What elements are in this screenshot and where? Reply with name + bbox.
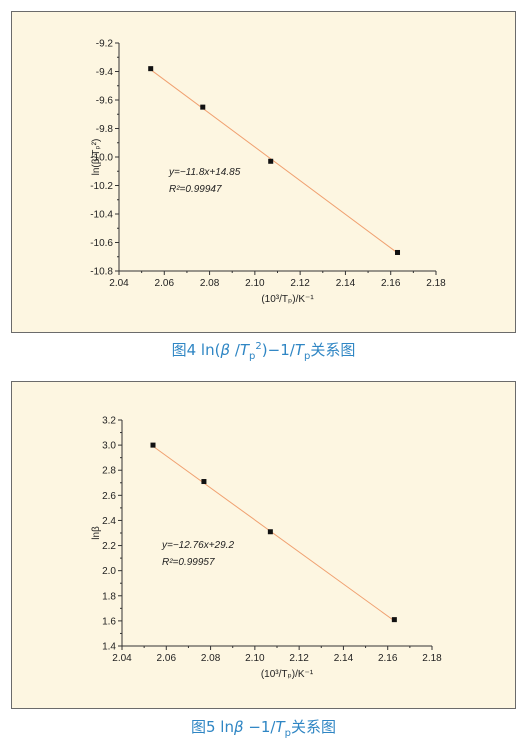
x-tick-label: 2.10 — [245, 278, 265, 289]
y-tick-label: 3.2 — [102, 416, 116, 427]
y-tick-label: -10.2 — [90, 181, 113, 192]
x-tick-label: 2.04 — [109, 278, 129, 289]
x-tick-label: 2.14 — [336, 278, 356, 289]
figure-4-caption: 图4 ln(β /Tp2)−1/Tp关系图 — [0, 339, 527, 362]
x-tick-label: 2.04 — [112, 653, 132, 664]
x-tick-label: 2.06 — [157, 653, 177, 664]
caption5-sub: p — [284, 728, 292, 739]
caption5-rest: −1/ — [243, 718, 276, 736]
x-tick-label: 2.14 — [334, 653, 354, 664]
x-tick-label: 2.10 — [245, 653, 265, 664]
y-tick-label: -9.6 — [96, 96, 114, 107]
fit-line — [152, 445, 395, 622]
y-tick-label: -10.0 — [90, 153, 113, 164]
x-axis-label: (10³/Tₚ)/K⁻¹ — [261, 669, 314, 680]
y-tick-label: -9.4 — [96, 67, 114, 78]
caption4-t2: T — [294, 341, 304, 359]
data-point — [148, 66, 154, 72]
caption4-sub: p — [249, 351, 256, 362]
chart1-svg: 2.04 2.06 2.08 2.10 2.12 2.14 2.16 2.18 -9.2 -9.4… — [90, 39, 446, 306]
x-tick-label: 2.12 — [290, 278, 310, 289]
fit-line — [150, 69, 398, 254]
x-tick-label: 2.16 — [378, 653, 398, 664]
y-tick-label: 2.4 — [102, 516, 116, 527]
x-tick-label: 2.06 — [155, 278, 175, 289]
y-tick-label: 1.6 — [102, 616, 116, 627]
y-tick-label: 1.4 — [102, 642, 116, 653]
r-squared-label: R²=0.99947 — [169, 184, 222, 195]
x-tick-label: 2.16 — [381, 278, 401, 289]
caption4-sup: 2 — [255, 341, 262, 352]
y-tick-label: 2.0 — [102, 566, 116, 577]
y-tick-label: 1.8 — [102, 591, 116, 602]
caption4-prefix: 图4 ln( — [171, 341, 221, 359]
caption4-beta: β — [220, 341, 231, 359]
data-point — [391, 617, 397, 623]
y-tick-label: -9.8 — [96, 124, 114, 135]
data-point — [150, 442, 156, 448]
x-tick-label: 2.08 — [201, 653, 221, 664]
data-point — [267, 529, 273, 535]
y-tick-label: -10.4 — [90, 210, 113, 221]
y-tick-label: -9.2 — [96, 39, 114, 50]
caption4-t: T — [239, 341, 250, 359]
y-axis-label: ln(β/Tₚ²) — [91, 139, 102, 176]
caption5-t: T — [275, 718, 285, 736]
y-tick-label: 2.8 — [102, 466, 116, 477]
data-point — [268, 158, 274, 164]
data-point — [200, 104, 206, 110]
y-tick-label: -10.8 — [90, 267, 113, 278]
chart2-svg: 2.04 2.06 2.08 2.10 2.12 2.14 2.16 2.18 3.2 3.0 2.… — [91, 416, 442, 681]
caption4-sub2: p — [303, 351, 311, 362]
x-tick-label: 2.08 — [200, 278, 220, 289]
caption4-slash: / — [230, 341, 240, 359]
y-axis-label: lnβ — [91, 526, 102, 540]
figure-5-caption: 图5 lnβ −1/Tp关系图 — [0, 716, 527, 739]
x-tick-label: 2.18 — [422, 653, 442, 664]
caption5-tail: 关系图 — [291, 718, 337, 736]
y-tick-label: -10.6 — [90, 238, 113, 249]
chart-panel-1: 2.04 2.06 2.08 2.10 2.12 2.14 2.16 2.18 -9.2 -9.4… — [11, 11, 516, 333]
x-axis-label: (10³/Tₚ)/K⁻¹ — [261, 294, 314, 305]
r-squared-label: R²=0.99957 — [162, 557, 215, 568]
data-point — [201, 479, 207, 485]
caption5-beta: β — [233, 718, 244, 736]
caption4-tail: 关系图 — [310, 341, 356, 359]
fit-equation-label: y=−11.8x+14.85 — [168, 167, 241, 178]
y-tick-label: 2.2 — [102, 541, 116, 552]
x-tick-label: 2.18 — [426, 278, 446, 289]
data-point — [395, 249, 401, 255]
fit-equation-label: y=−12.76x+29.2 — [161, 540, 234, 551]
chart-panel-2: 2.04 2.06 2.08 2.10 2.12 2.14 2.16 2.18 3.2 3.0 2.… — [11, 381, 516, 709]
y-tick-label: 2.6 — [102, 491, 116, 502]
y-tick-label: 3.0 — [102, 441, 116, 452]
caption5-prefix: 图5 ln — [190, 718, 234, 736]
caption4-rest: )−1/ — [261, 341, 295, 359]
x-tick-label: 2.12 — [289, 653, 309, 664]
